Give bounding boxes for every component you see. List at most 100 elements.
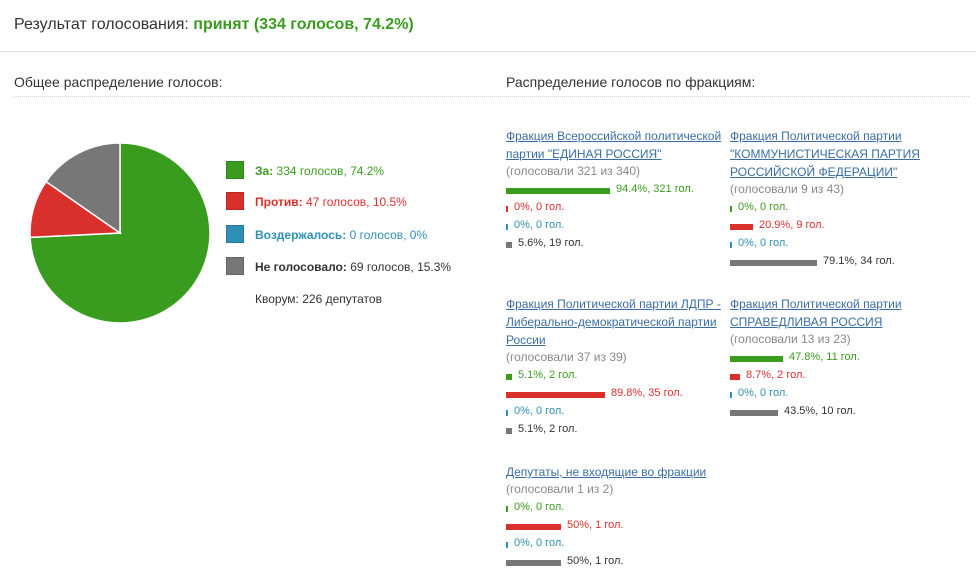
vote-label-abstain: 0%, 0 гол. [738,237,789,249]
vote-row-abstain: 0%, 0 гол. [730,236,960,254]
vote-bar-for [730,356,783,362]
vote-row-for: 0%, 0 гол. [506,500,736,518]
faction-voted-count: (голосовали 321 из 340) [506,164,641,178]
faction-title-link[interactable]: Фракция Политической партии ЛДПР - Либер… [506,297,721,347]
legend-item-against: Против: 47 голосов, 10.5% [226,192,486,212]
vote-row-absent: 50%, 1 гол. [506,554,736,572]
quorum-text: Кворум: 226 депутатов [255,292,382,306]
section-divider [14,96,969,97]
overall-title: Общее распределение голосов: [14,74,223,90]
vote-bar-for [506,374,512,380]
faction-block: Фракция Политической партии СПРАВЕДЛИВАЯ… [730,295,960,422]
vote-label-against: 50%, 1 гол. [567,519,624,531]
vote-row-for: 0%, 0 гол. [730,200,960,218]
faction-block: Фракция Всероссийской политической парти… [506,127,736,254]
vote-row-against: 50%, 1 гол. [506,518,736,536]
faction-voted-count: (голосовали 13 из 23) [730,332,851,346]
legend-value-absent: 69 голосов, 15.3% [346,260,452,274]
legend-swatch-abstain [226,225,244,243]
vote-label-for: 94.4%, 321 гол. [616,183,694,195]
legend-text-for: За: 334 голосов, 74.2% [255,164,384,178]
vote-label-abstain: 0%, 0 гол. [738,387,789,399]
vote-row-abstain: 0%, 0 гол. [506,536,736,554]
result-label: Результат голосования: принят (334 голос… [14,16,414,34]
vote-label-abstain: 0%, 0 гол. [514,405,565,417]
result-header: Результат голосования: принят (334 голос… [0,0,976,52]
vote-row-abstain: 0%, 0 гол. [730,386,960,404]
vote-bar-absent [730,260,817,266]
legend-item-for: За: 334 голосов, 74.2% [226,161,486,181]
legend-item-absent: Не голосовало: 69 голосов, 15.3% [226,257,486,277]
faction-title-link[interactable]: Фракция Всероссийской политической парти… [506,129,722,161]
faction-title-link[interactable]: Депутаты, не входящие во фракции [506,465,707,479]
vote-label-abstain: 0%, 0 гол. [514,537,565,549]
vote-label-for: 0%, 0 гол. [514,501,565,513]
vote-bar-abstain [730,392,732,398]
vote-row-against: 0%, 0 гол. [506,200,736,218]
vote-bar-against [506,392,605,398]
vote-row-against: 20.9%, 9 гол. [730,218,960,236]
faction-block: Фракция Политической партии "КОММУНИСТИЧ… [730,127,960,272]
vote-row-for: 5.1%, 2 гол. [506,368,736,386]
vote-row-for: 94.4%, 321 гол. [506,182,736,200]
vote-row-abstain: 0%, 0 гол. [506,404,736,422]
vote-label-for: 47.8%, 11 гол. [789,351,860,363]
legend-swatch-absent [226,257,244,275]
faction-voted-count: (голосовали 9 из 43) [730,182,844,196]
legend-label-abstain: Воздержалось: [255,228,347,242]
vote-bar-against [730,374,740,380]
result-prefix: Результат голосования: [14,16,194,33]
legend-swatch-against [226,192,244,210]
pie-chart [29,142,211,324]
vote-label-for: 5.1%, 2 гол. [518,369,578,381]
faction-block: Депутаты, не входящие во фракции (голосов… [506,463,736,572]
faction-voted-count: (голосовали 37 из 39) [506,350,627,364]
vote-bar-abstain [506,224,508,230]
vote-bar-abstain [506,542,508,548]
vote-row-absent: 5.1%, 2 гол. [506,422,736,440]
legend-item-abstain: Воздержалось: 0 голосов, 0% [226,225,486,245]
vote-bar-absent [506,560,561,566]
vote-bar-abstain [506,410,508,416]
vote-bar-absent [506,242,512,248]
vote-label-against: 89.8%, 35 гол. [611,387,683,399]
legend-value-against: 47 голосов, 10.5% [302,195,407,209]
vote-row-against: 89.8%, 35 гол. [506,386,736,404]
vote-row-absent: 43.5%, 10 гол. [730,404,960,422]
vote-row-for: 47.8%, 11 гол. [730,350,960,368]
legend-text-against: Против: 47 голосов, 10.5% [255,195,407,209]
vote-label-absent: 43.5%, 10 гол. [784,405,856,417]
vote-row-absent: 79.1%, 34 гол. [730,254,960,272]
legend-label-absent: Не голосовало: [255,260,347,274]
legend-label-for: За: [255,164,274,178]
factions-title: Распределение голосов по фракциям: [506,74,756,90]
faction-voted-count: (голосовали 1 из 2) [506,482,614,496]
pie-slice-absent [45,142,121,235]
vote-row-absent: 5.6%, 19 гол. [506,236,736,254]
legend-value-for: 334 голосов, 74.2% [273,164,385,178]
faction-block: Фракция Политической партии ЛДПР - Либер… [506,295,736,440]
faction-title-link[interactable]: Фракция Политической партии СПРАВЕДЛИВАЯ… [730,297,902,329]
vote-bar-absent [730,410,778,416]
vote-label-against: 20.9%, 9 гол. [759,219,825,231]
result-status: принят (334 голосов, 74.2%) [193,16,414,33]
vote-label-absent: 79.1%, 34 гол. [823,255,895,267]
vote-label-absent: 5.6%, 19 гол. [518,237,584,249]
vote-label-against: 8.7%, 2 гол. [746,369,806,381]
vote-label-absent: 5.1%, 2 гол. [518,423,578,435]
legend-swatch-for [226,161,244,179]
vote-row-abstain: 0%, 0 гол. [506,218,736,236]
vote-bar-against [506,206,508,212]
vote-bar-for [506,506,508,512]
legend-text-abstain: Воздержалось: 0 голосов, 0% [255,228,427,242]
vote-label-against: 0%, 0 гол. [514,201,565,213]
faction-title-link[interactable]: Фракция Политической партии "КОММУНИСТИЧ… [730,129,920,179]
vote-bar-for [506,188,610,194]
legend-label-against: Против: [255,195,303,209]
legend-value-abstain: 0 голосов, 0% [346,228,428,242]
legend-text-absent: Не голосовало: 69 голосов, 15.3% [255,260,451,274]
vote-bar-against [506,524,561,530]
vote-bar-for [730,206,732,212]
vote-label-absent: 50%, 1 гол. [567,555,624,567]
vote-bar-against [730,224,753,230]
